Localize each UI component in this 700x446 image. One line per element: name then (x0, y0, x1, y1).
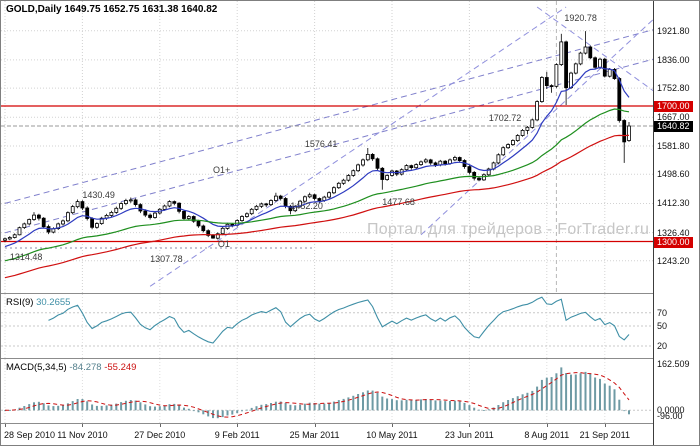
time-label: 21 Sep 2011 (579, 430, 631, 440)
panel-divider[interactable] (1, 293, 699, 294)
price-tick-1412.30: 1412.30 (657, 198, 690, 209)
price-tag-bid: 1640.82 (654, 121, 693, 133)
time-tick (604, 424, 606, 427)
price-tick-1581.80: 1581.80 (657, 141, 690, 152)
macd-svg (1, 359, 653, 423)
rsi-level-70: 70 (657, 307, 668, 318)
chart-title: GOLD,Daily 1649.75 1652.75 1631.38 1640.… (6, 4, 217, 15)
price-tick-1921.80: 1921.80 (657, 25, 690, 36)
time-tick (546, 424, 548, 427)
panel-divider[interactable] (1, 358, 699, 359)
macd-label: MACD(5,34,5) -84.278 -55.249 (6, 362, 136, 373)
time-tick (82, 424, 84, 427)
price-tick-1667.00: 1667.00 (657, 112, 690, 123)
macd-axis-label-1: 0.0000 (657, 405, 685, 416)
price-tick-1836.00: 1836.00 (657, 54, 690, 65)
panel-divider[interactable] (1, 423, 699, 424)
time-label: 25 Mar 2011 (289, 430, 340, 440)
rsi-level-50: 50 (657, 321, 668, 331)
macd-axis-label-2: -96.00 (657, 411, 683, 421)
rsi-level-20: 20 (657, 341, 668, 351)
time-label: 9 Feb 2011 (214, 430, 260, 440)
time-tick (237, 424, 239, 427)
main-chart-svg (1, 1, 653, 293)
ohlc-close: 1640.82 (181, 4, 218, 15)
axis-separator (653, 1, 654, 445)
rsi-label: RSI(9) 30.2655 (6, 297, 70, 308)
time-label: 10 May 2011 (366, 430, 418, 440)
rsi-name: RSI(9) (6, 297, 34, 308)
time-label: 23 Jun 2011 (444, 430, 494, 440)
price-tick-1752.80: 1752.80 (657, 83, 690, 94)
time-tick (391, 424, 393, 427)
price-tick-1498.60: 1498.60 (657, 169, 690, 180)
symbol-period-label: GOLD,Daily (6, 4, 62, 15)
price-tick-1243.20: 1243.20 (657, 255, 690, 266)
price-tag-level-1700.00: 1700.00 (654, 100, 693, 112)
price-axis[interactable]: 1921.80 1836.00 1752.80 1667.00 1581.80 1498.… (654, 1, 699, 445)
rsi-value: 30.2655 (36, 297, 71, 308)
macd-panel[interactable] (1, 359, 653, 423)
time-label: 11 Nov 2010 (57, 430, 108, 440)
time-tick (5, 424, 6, 427)
time-label: 8 Aug 2011 (524, 430, 570, 440)
watermark: Портал для трейдеров - ForTrader.ru (367, 221, 650, 238)
rsi-panel[interactable] (1, 294, 653, 358)
grid-and-lines (1, 1, 653, 293)
moving-average-lines (4, 66, 630, 279)
time-axis[interactable]: 28 Sep 2010 11 Nov 2010 27 Dec 2010 9 Feb 2… (1, 424, 653, 445)
ohlc-open: 1649.75 (64, 4, 101, 15)
rsi-svg (1, 294, 653, 358)
time-label: 28 Sep 2010 (4, 430, 56, 440)
time-label: 27 Dec 2010 (134, 430, 186, 440)
ohlc-low: 1631.38 (142, 4, 179, 15)
main-chart-panel[interactable] (1, 1, 653, 293)
macd-axis-label-0: 162.509 (657, 359, 690, 369)
time-tick (314, 424, 316, 427)
candles-series (3, 31, 631, 243)
macd-name: MACD(5,34,5) (6, 362, 67, 373)
macd-value-main: -84.278 (69, 362, 102, 373)
macd-value-signal: -55.249 (104, 362, 137, 373)
price-tick-1326.40: 1326.40 (657, 227, 690, 238)
ohlc-high: 1652.75 (103, 4, 140, 15)
price-tag-level-1300.00: 1300.00 (654, 236, 693, 248)
time-tick (159, 424, 161, 427)
time-tick (469, 424, 471, 427)
